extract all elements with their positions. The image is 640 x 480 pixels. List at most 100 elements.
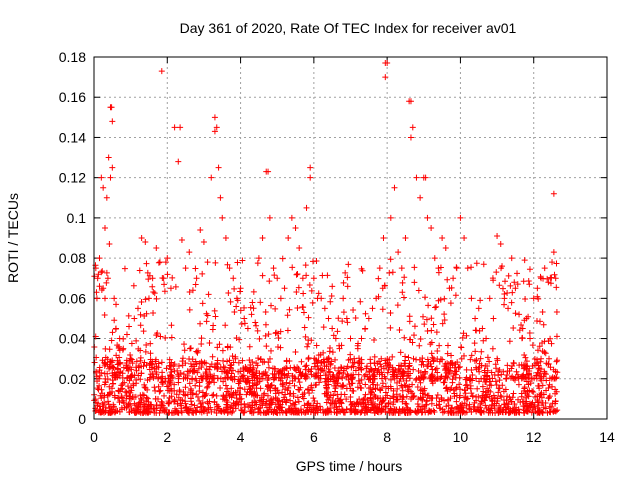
data-point <box>239 257 246 264</box>
data-point <box>98 174 105 181</box>
data-point <box>335 367 342 374</box>
data-point <box>382 409 389 416</box>
data-point <box>109 118 116 125</box>
data-point <box>338 342 345 349</box>
data-point <box>267 397 274 404</box>
data-point <box>102 354 109 361</box>
data-point <box>242 378 249 385</box>
data-point <box>448 352 455 359</box>
data-point <box>332 379 339 386</box>
data-point <box>537 273 544 280</box>
data-point <box>221 364 228 371</box>
data-point <box>526 367 533 374</box>
data-point <box>277 344 284 351</box>
data-point <box>226 265 233 272</box>
data-point <box>460 330 467 337</box>
data-point <box>121 265 128 272</box>
data-point <box>497 392 504 399</box>
data-point <box>481 367 488 374</box>
data-point <box>356 396 363 403</box>
data-point <box>435 297 442 304</box>
data-point <box>237 285 244 292</box>
data-point <box>387 362 394 369</box>
data-point <box>538 275 545 282</box>
data-point <box>376 265 383 272</box>
data-point <box>428 408 435 415</box>
data-point <box>495 385 502 392</box>
data-point <box>382 74 389 81</box>
data-point <box>423 398 430 405</box>
data-point <box>152 356 159 363</box>
data-point <box>305 340 312 347</box>
data-point <box>305 314 312 321</box>
data-point <box>489 275 496 282</box>
data-point <box>374 404 381 411</box>
data-point <box>399 279 406 286</box>
data-point <box>554 357 561 364</box>
data-point <box>286 357 293 364</box>
data-point <box>452 374 459 381</box>
data-point <box>516 311 523 318</box>
data-point <box>503 371 510 378</box>
data-point <box>283 365 290 372</box>
data-point <box>145 408 152 415</box>
data-point <box>205 400 212 407</box>
x-tick-label: 12 <box>526 429 542 445</box>
data-point <box>166 399 173 406</box>
data-point <box>105 391 112 398</box>
data-point <box>128 340 135 347</box>
data-point <box>330 392 337 399</box>
data-point <box>529 363 536 370</box>
data-point <box>123 360 130 366</box>
data-point <box>205 406 212 413</box>
data-point <box>427 341 434 348</box>
data-point <box>415 396 422 403</box>
data-point <box>272 330 279 337</box>
data-point <box>109 363 116 370</box>
data-point <box>229 408 236 415</box>
data-point <box>99 268 106 275</box>
data-point <box>453 265 460 272</box>
data-point <box>382 394 389 401</box>
data-point <box>410 366 417 373</box>
data-point <box>384 356 391 363</box>
data-point <box>124 374 131 381</box>
data-point <box>157 333 164 340</box>
data-point <box>302 363 309 370</box>
data-point <box>444 350 451 357</box>
data-point <box>303 272 310 279</box>
data-point <box>295 284 302 291</box>
data-point <box>162 259 169 266</box>
data-point <box>150 373 157 380</box>
data-point <box>98 386 105 393</box>
data-point <box>477 355 484 362</box>
data-point <box>303 204 310 211</box>
data-point <box>380 395 387 402</box>
data-point <box>355 340 362 347</box>
data-point <box>411 332 418 339</box>
data-point <box>547 274 554 281</box>
data-point <box>523 366 530 373</box>
data-point <box>237 288 244 295</box>
data-point <box>466 405 473 412</box>
data-point <box>100 184 107 191</box>
data-point <box>96 407 103 414</box>
data-point <box>253 322 260 329</box>
data-point <box>351 359 358 366</box>
data-point <box>168 385 175 392</box>
data-point <box>520 278 527 285</box>
data-point <box>442 245 449 252</box>
data-point <box>443 384 450 391</box>
data-point <box>240 409 247 416</box>
data-point <box>454 359 461 366</box>
data-point <box>528 375 535 382</box>
data-point <box>533 375 540 382</box>
data-point <box>198 375 205 382</box>
data-point <box>464 395 471 402</box>
data-point <box>508 365 515 372</box>
data-point <box>431 409 438 416</box>
data-point <box>302 333 309 340</box>
data-point <box>518 322 525 329</box>
data-point <box>463 381 470 388</box>
